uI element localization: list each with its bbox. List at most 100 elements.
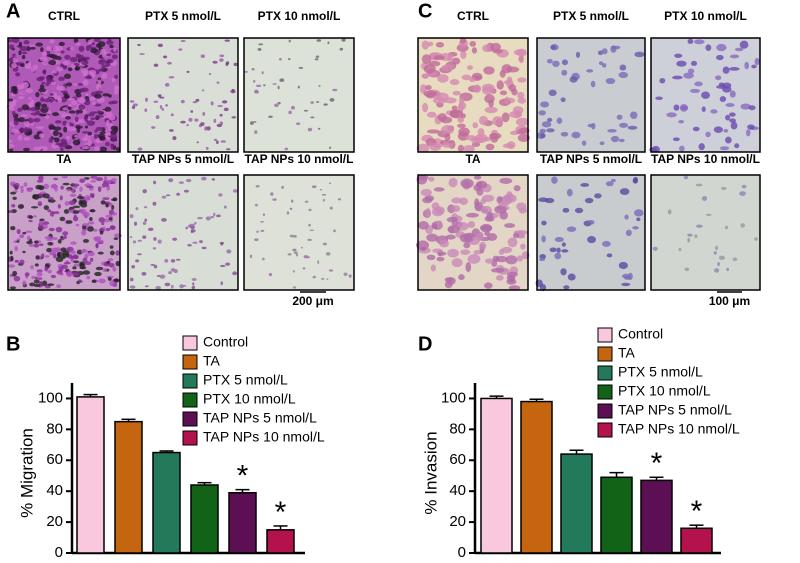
cell: [94, 93, 102, 99]
cell: [268, 273, 273, 277]
cell: [272, 198, 277, 201]
cell: [191, 278, 197, 281]
cell: [212, 60, 218, 64]
cell: [571, 131, 581, 139]
cell: [51, 70, 58, 74]
cell: [11, 57, 18, 63]
cell: [689, 88, 701, 94]
bar: [480, 397, 513, 554]
cell: [34, 263, 39, 267]
cell: [732, 257, 738, 262]
cell: [78, 279, 82, 283]
cell: [201, 246, 207, 250]
cell: [201, 176, 207, 181]
micrograph-frame: [650, 174, 761, 291]
cell: [713, 251, 717, 255]
cell: [249, 254, 253, 259]
cell: [168, 178, 174, 183]
cell: [20, 185, 24, 189]
cell: [307, 127, 313, 132]
cell: [36, 271, 43, 277]
cell: [262, 213, 266, 217]
cell: [87, 131, 93, 136]
cell: [297, 85, 300, 89]
cell: [507, 237, 518, 248]
cell: [204, 126, 208, 131]
cell: [62, 231, 69, 236]
cell: [186, 70, 190, 73]
cell: [477, 128, 485, 137]
cell: [482, 44, 492, 53]
cell: [49, 92, 54, 96]
cell: [501, 64, 512, 74]
cell: [159, 274, 166, 279]
image-label: CTRL: [48, 9, 80, 23]
cell: [483, 66, 495, 75]
cell: [105, 203, 109, 208]
cell: [627, 125, 638, 130]
cell: [515, 230, 528, 235]
cell: [62, 107, 68, 111]
cell: [14, 245, 19, 252]
cell: [7, 98, 14, 102]
cell: [652, 246, 658, 251]
cell: [341, 38, 346, 42]
cell: [153, 237, 157, 241]
cell: [24, 121, 30, 127]
cell: [42, 106, 50, 110]
cell: [21, 104, 29, 111]
cell: [465, 262, 472, 273]
cell: [539, 253, 546, 260]
legend-label: TA: [203, 353, 221, 369]
cell: [322, 242, 327, 246]
cell: [560, 97, 566, 103]
cell: [178, 181, 184, 184]
cell: [22, 51, 28, 55]
cell: [255, 184, 260, 188]
cell: [460, 178, 474, 189]
cell: [92, 228, 98, 232]
image-label: CTRL: [457, 9, 489, 23]
cell: [211, 178, 216, 181]
cell: [113, 85, 120, 92]
cell: [112, 266, 117, 272]
cell: [231, 116, 237, 119]
micrograph: [416, 37, 530, 153]
cell: [106, 275, 114, 279]
cell: [97, 133, 106, 138]
cell: [539, 257, 546, 262]
cell: [115, 260, 121, 267]
cell: [15, 72, 21, 77]
cell: [111, 54, 118, 60]
micrograph: [650, 174, 761, 291]
cell: [60, 90, 68, 93]
cell: [233, 62, 238, 67]
cell: [538, 110, 546, 116]
cell: [170, 259, 176, 263]
cell: [35, 255, 40, 260]
cell: [81, 145, 90, 150]
cell: [36, 179, 44, 183]
cell: [74, 134, 78, 138]
cell: [465, 212, 479, 218]
cell: [64, 201, 70, 206]
cell: [11, 62, 17, 69]
y-tick-label: 100: [38, 389, 63, 406]
micrograph: [243, 37, 355, 153]
cell: [447, 248, 459, 258]
cell: [109, 225, 115, 229]
cell: [75, 93, 82, 98]
legend-label: TAP NPs 5 nmol/L: [618, 402, 732, 418]
cell: [719, 96, 727, 103]
cell: [296, 122, 301, 125]
image-label: PTX 10 nmol/L: [664, 9, 747, 23]
cell: [517, 133, 530, 142]
cell: [431, 202, 440, 210]
cell: [216, 81, 220, 84]
cell: [82, 137, 88, 142]
cell: [552, 60, 560, 67]
cell: [26, 235, 31, 241]
image-label: PTX 5 nmol/L: [553, 9, 629, 23]
cell: [17, 204, 25, 209]
cell: [274, 103, 279, 108]
